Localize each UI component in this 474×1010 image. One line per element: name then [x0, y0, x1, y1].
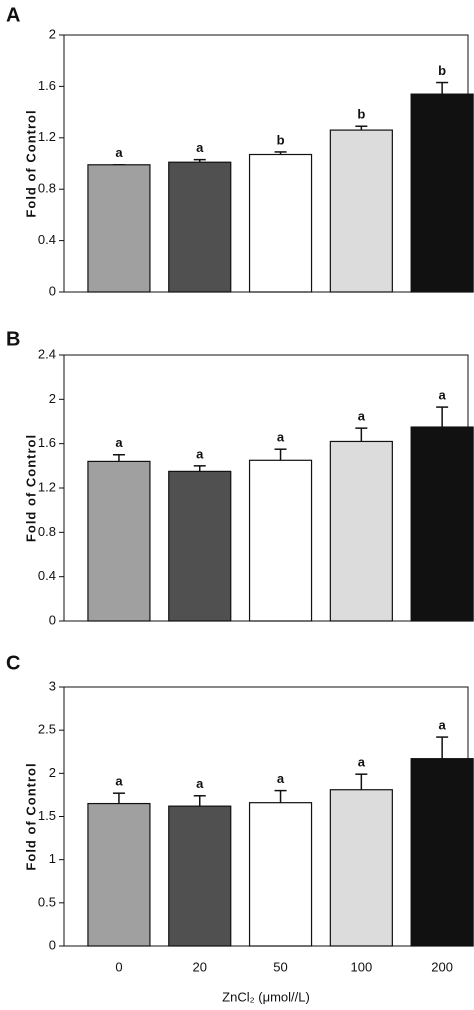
significance-letter: a	[358, 755, 366, 770]
bar	[87, 802, 151, 947]
x-tick-label: 100	[350, 959, 372, 974]
y-axis-label: Fold of Control	[23, 762, 38, 870]
significance-letter: a	[115, 774, 123, 789]
significance-letter: b	[277, 132, 285, 147]
x-axis-label: ZnCl₂ (μmol//L)	[222, 989, 310, 1004]
significance-letter: a	[358, 409, 366, 424]
significance-letter: a	[115, 435, 123, 450]
bar	[248, 802, 313, 947]
y-axis-label: Fold of Control	[23, 109, 38, 217]
significance-letter: a	[115, 145, 123, 160]
significance-letter: a	[439, 718, 447, 733]
bar	[410, 758, 474, 947]
panel-label: B	[6, 328, 20, 350]
significance-letter: a	[439, 388, 447, 403]
y-tick-label: 1	[49, 851, 56, 866]
y-tick-label: 1.6	[38, 435, 56, 450]
bar	[87, 164, 151, 293]
y-tick-label: 2	[49, 391, 56, 406]
significance-letter: b	[438, 63, 446, 78]
bar	[248, 153, 313, 293]
y-axis-label: Fold of Control	[23, 434, 38, 542]
y-tick-label: 2.5	[38, 722, 56, 737]
bar	[248, 459, 313, 622]
bar	[329, 129, 393, 293]
bar	[410, 426, 474, 622]
x-tick-label: 50	[273, 959, 287, 974]
y-tick-label: 2	[49, 26, 56, 41]
significance-letter: a	[196, 140, 204, 155]
y-tick-label: 0.5	[38, 894, 56, 909]
y-tick-label: 0	[49, 612, 56, 627]
bar	[410, 93, 474, 293]
y-tick-label: 0.8	[38, 524, 56, 539]
y-tick-label: 1.2	[38, 129, 56, 144]
significance-letter: a	[196, 776, 204, 791]
y-tick-label: 2	[49, 765, 56, 780]
y-tick-label: 2.4	[38, 346, 56, 361]
x-tick-label: 0	[115, 959, 122, 974]
y-tick-label: 0	[49, 283, 56, 298]
bar	[87, 460, 151, 622]
y-tick-label: 1.2	[38, 479, 56, 494]
x-tick-label: 20	[193, 959, 207, 974]
panel-label: A	[6, 4, 20, 26]
y-tick-label: 0.8	[38, 181, 56, 196]
bar	[168, 805, 232, 947]
significance-letter: a	[277, 771, 285, 786]
y-tick-label: 0.4	[38, 232, 56, 247]
bar	[329, 440, 393, 622]
bar	[168, 161, 232, 293]
bar	[168, 470, 232, 622]
y-tick-label: 1.5	[38, 808, 56, 823]
y-tick-label: 0.4	[38, 568, 56, 583]
y-tick-label: 1.6	[38, 78, 56, 93]
significance-letter: a	[277, 430, 285, 445]
bar	[329, 789, 393, 947]
y-tick-label: 0	[49, 937, 56, 952]
significance-letter: a	[196, 446, 204, 461]
y-tick-label: 3	[49, 678, 56, 693]
panel-label: C	[6, 652, 20, 674]
x-tick-label: 200	[431, 959, 453, 974]
significance-letter: b	[357, 107, 365, 122]
